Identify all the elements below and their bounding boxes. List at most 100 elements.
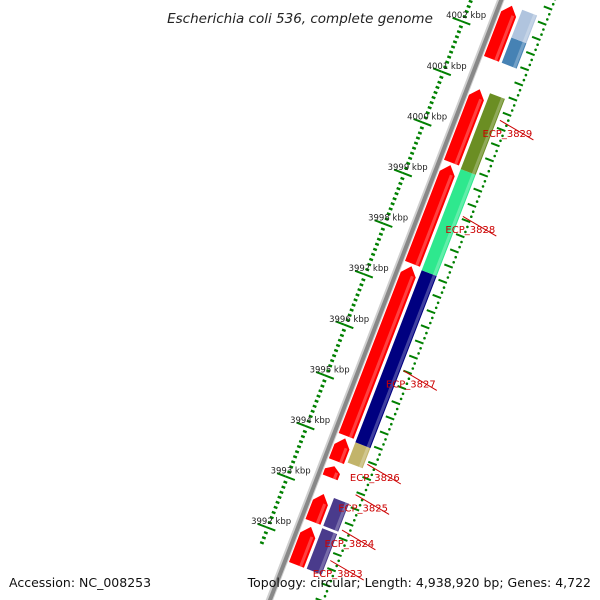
ring-tick [332, 551, 342, 558]
feature-highlight [334, 502, 348, 532]
ring-tick [373, 445, 383, 451]
ring-dot [401, 392, 405, 396]
scale-tick [394, 191, 399, 196]
ring-dot [393, 412, 397, 416]
cds-arrow [289, 526, 316, 568]
ring-tick [531, 35, 541, 41]
gene-label: ECP_3823 [313, 569, 363, 580]
scale-tick [300, 434, 306, 439]
scale-tick [306, 419, 311, 424]
scale-tick [386, 212, 391, 216]
ring-tick [461, 217, 471, 224]
ring-dot [534, 48, 537, 52]
gene-labels: ECP_3823 ECP_3824 ECP_3825 ECP_3826 ECP_3827… [313, 119, 534, 581]
scale-tick [443, 65, 448, 70]
gene-leader-line [403, 370, 438, 391]
ring-dot [325, 589, 329, 593]
scale-label: 3997 kbp [349, 264, 389, 274]
ring-dot [353, 519, 356, 522]
scale-tick [419, 126, 425, 130]
gene-leader-line [341, 529, 376, 551]
ring-dot [407, 377, 411, 381]
feature-block [323, 498, 349, 532]
ring-dot [431, 316, 434, 320]
ring-dot [331, 574, 335, 578]
ring-tick [473, 187, 483, 193]
scale-tick [275, 500, 280, 505]
cds-track [289, 5, 517, 568]
scale-tick [400, 176, 405, 181]
backbone-line [267, 0, 504, 600]
scale-tick [398, 181, 403, 186]
cds-highlight [339, 447, 348, 464]
scale-tick [374, 242, 380, 247]
ring-tick [338, 536, 348, 542]
scale-tick [458, 24, 464, 29]
scale-tick [302, 429, 308, 434]
ring-dot [434, 306, 438, 310]
ring-dot [384, 438, 387, 441]
ring-dot [510, 109, 514, 112]
ring-dot [323, 594, 327, 598]
scale-label-tick [413, 118, 423, 124]
scale-tick [259, 541, 265, 545]
scale-label: 3994 kbp [290, 416, 330, 426]
scale-tick [283, 480, 288, 484]
scale-label-tick [452, 16, 462, 22]
scale-tick [462, 14, 467, 19]
ring-ticks [315, 0, 557, 600]
scale-tick [366, 262, 372, 267]
scale-tick [290, 460, 296, 464]
ring-tick [356, 491, 366, 497]
scale-tick [435, 85, 440, 90]
ring-dot [466, 225, 469, 229]
ring-dot [452, 261, 456, 264]
scale-label: 3995 kbp [310, 365, 350, 375]
scale-label: 4001 kbp [427, 62, 467, 72]
scale-label-tick [374, 219, 384, 225]
scale-tick [466, 4, 471, 9]
ring-tick [315, 597, 323, 600]
scale-tick [384, 217, 389, 221]
ring-dot [487, 169, 491, 173]
scale-tick [407, 156, 413, 161]
scale-label-tick [432, 67, 442, 73]
ring-dot [540, 33, 543, 36]
ring-tick [432, 293, 442, 300]
ring-dot [464, 230, 467, 234]
gene-leader-line [330, 560, 364, 581]
ring-dot [436, 301, 440, 305]
ring-dot [524, 73, 528, 77]
ring-dot [448, 271, 452, 274]
ring-tick [408, 354, 418, 360]
ring-tick [520, 66, 530, 72]
scale-tick [417, 131, 423, 135]
gene-label: ECP_3827 [386, 379, 436, 390]
ring-dot [546, 18, 549, 21]
scale-tick [454, 35, 460, 39]
scale-tick [413, 141, 419, 145]
feature-highlight [471, 97, 504, 175]
gene-leader-line [462, 215, 497, 237]
ring-dot [425, 331, 428, 335]
cds-highlight [332, 472, 339, 480]
scale-tick [308, 414, 313, 419]
scale-label: 3993 kbp [271, 467, 311, 477]
scale-label-tick [335, 320, 345, 326]
ring-dot [442, 286, 446, 289]
gene-label: ECP_3829 [483, 129, 533, 140]
scale-tick [318, 389, 323, 393]
scale-tick [294, 449, 300, 454]
scale-tick [382, 222, 393, 228]
cds-highlight [315, 503, 327, 524]
scale-tick [429, 100, 434, 105]
cds-highlight [454, 98, 483, 165]
scale-tick [327, 363, 333, 368]
ring-dot [337, 559, 341, 563]
ring-dot [512, 104, 516, 107]
scale-tick [269, 515, 274, 520]
scale-tick [312, 404, 317, 409]
ring-dot [460, 240, 463, 244]
scale-label: 3999 kbp [388, 163, 428, 173]
feature-highlight [522, 14, 537, 43]
